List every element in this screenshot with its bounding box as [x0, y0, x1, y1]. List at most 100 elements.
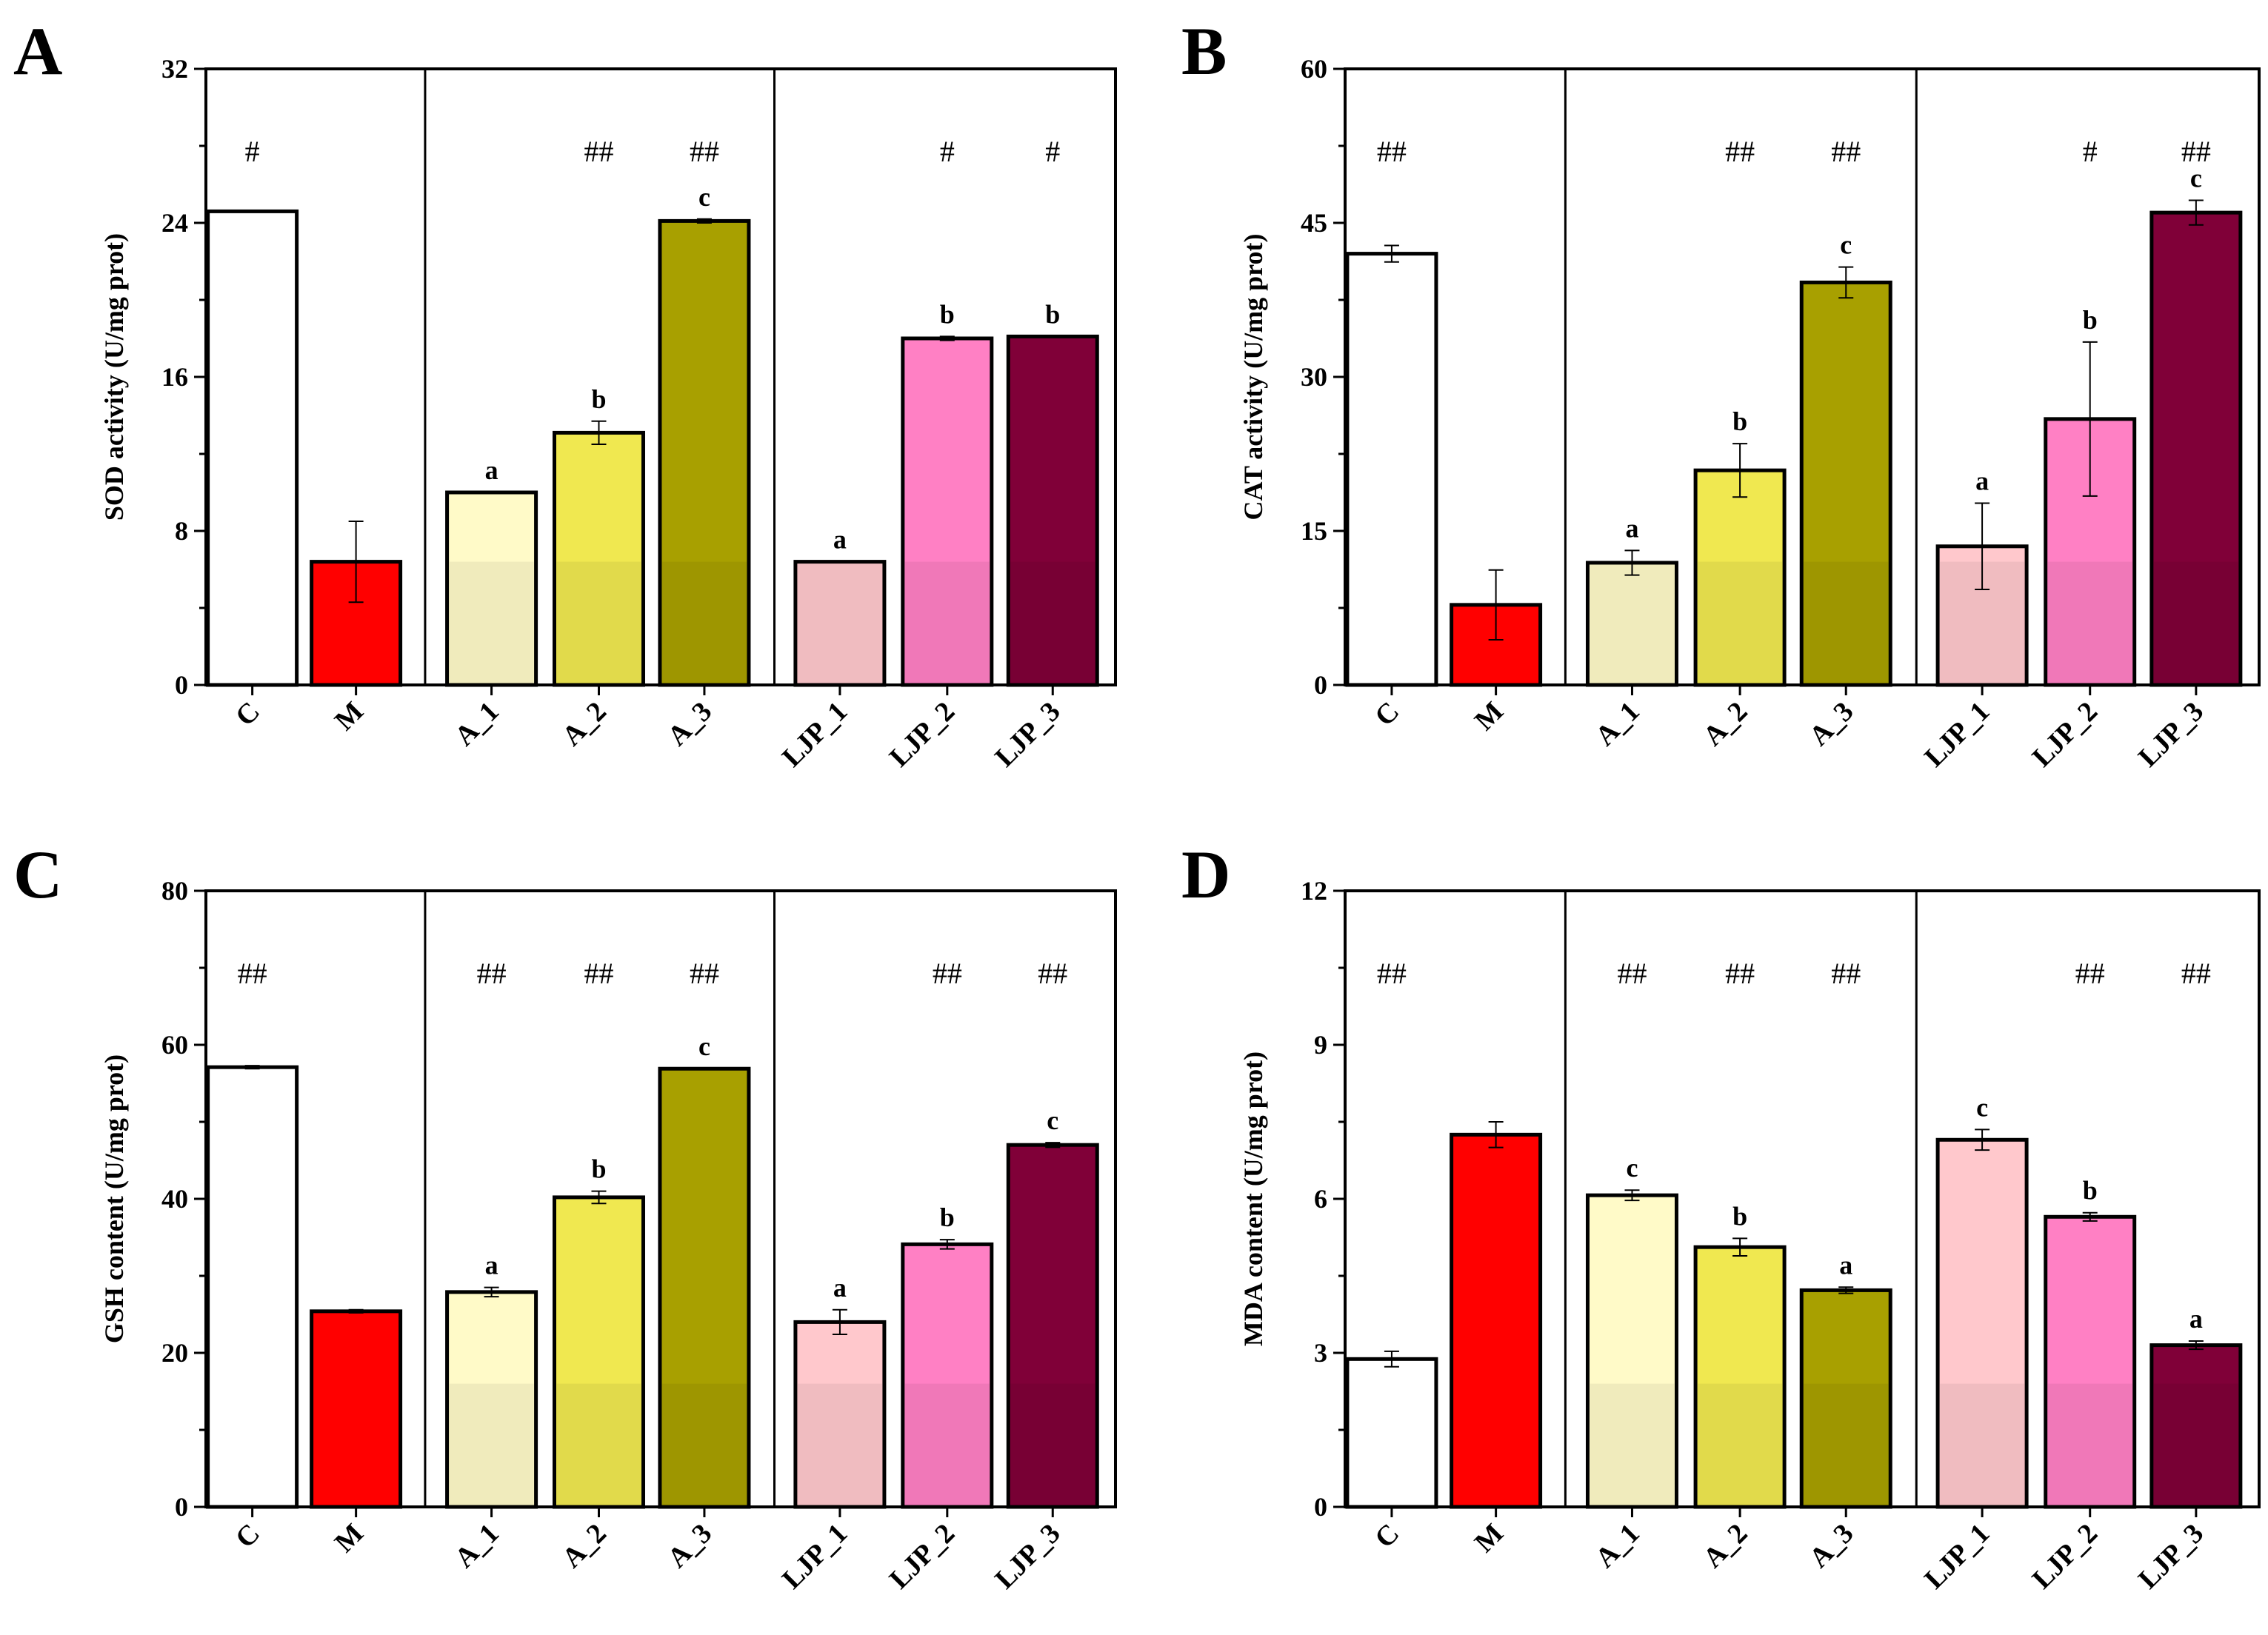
x-tick-label-m: M — [1469, 1518, 1510, 1559]
bar-shade-ljp-3 — [1010, 1383, 1095, 1505]
bar-ljp-3 — [1006, 1143, 1099, 1509]
sig-letter-a-1: a — [485, 1251, 498, 1280]
bar-shade-ljp-2 — [904, 1383, 990, 1505]
sig-letter-ljp-2: b — [2083, 305, 2098, 335]
bar-ljp-1 — [1935, 1137, 2029, 1509]
y-tick-label-0: 0 — [175, 670, 188, 700]
bar-a-3 — [658, 218, 751, 687]
y-tick-label-0: 0 — [1314, 1492, 1327, 1522]
hash-marker-ljp-3: # — [1045, 135, 1060, 168]
x-tick-label-ljp-3: LJP_3 — [2132, 696, 2209, 773]
panel-label: A — [13, 13, 62, 89]
panel-label: B — [1181, 13, 1227, 89]
bar-c — [1345, 1357, 1438, 1509]
y-axis-title: SOD activity (U/mg prot) — [99, 233, 129, 521]
x-tick-label-ljp-3: LJP_3 — [989, 1518, 1066, 1595]
hash-marker-ljp-3: ## — [2181, 957, 2211, 990]
bar-m — [1450, 1132, 1543, 1509]
hash-marker-a-3: ## — [690, 135, 719, 168]
hash-marker-a-3: ## — [1831, 957, 1861, 990]
panel-label: D — [1181, 837, 1230, 912]
panel-label: C — [13, 837, 62, 912]
sig-letter-ljp-2: b — [940, 1203, 955, 1232]
bar-m — [310, 1309, 403, 1509]
sig-letter-a-2: b — [591, 1154, 606, 1184]
bar-ljp-1 — [793, 560, 887, 687]
sig-letter-a-1: a — [485, 455, 498, 485]
hash-marker-a-3: ## — [1831, 135, 1861, 168]
sig-letter-a-2: b — [591, 384, 606, 414]
bar-shade-ljp-3 — [1010, 561, 1095, 683]
plot-frame — [204, 889, 1117, 1508]
bar-ljp-2 — [2044, 1214, 2137, 1509]
bar-a-3 — [1799, 1288, 1892, 1509]
y-tick-label-16: 16 — [161, 362, 188, 392]
bar-c — [206, 209, 299, 687]
x-tick-label-a-2: A_2 — [556, 696, 613, 752]
hash-marker-ljp-2: ## — [933, 957, 962, 990]
x-tick-label-ljp-3: LJP_3 — [2132, 1518, 2209, 1595]
sig-letter-ljp-1: a — [1975, 467, 1989, 496]
sig-letter-a-3: a — [1839, 1250, 1852, 1280]
bar-a-1 — [1585, 1193, 1678, 1509]
sig-letter-ljp-3: b — [1045, 299, 1060, 329]
x-tick-label-m: M — [329, 1518, 370, 1559]
hash-marker-ljp-2: # — [940, 135, 955, 168]
bar-shade-a-3 — [661, 561, 747, 683]
sig-letter-a-2: b — [1732, 1201, 1747, 1231]
y-axis-title: GSH content (U/mg prot) — [99, 1054, 129, 1343]
x-tick-label-a-1: A_1 — [1590, 1518, 1646, 1574]
bar-ljp-1 — [793, 1320, 887, 1509]
x-tick-label-a-3: A_3 — [1804, 696, 1860, 752]
hash-marker-ljp-2: ## — [2075, 957, 2105, 990]
hash-marker-ljp-3: ## — [2181, 135, 2211, 168]
sig-letter-ljp-3: c — [1047, 1106, 1058, 1135]
y-tick-label-32: 32 — [161, 54, 188, 84]
hash-marker-c: # — [245, 135, 260, 168]
x-tick-label-c: C — [1369, 696, 1405, 732]
y-tick-label-60: 60 — [1301, 54, 1327, 84]
hash-marker-a-1: ## — [1617, 957, 1647, 990]
x-tick-label-ljp-1: LJP_1 — [1918, 696, 1995, 773]
x-tick-label-ljp-2: LJP_2 — [2027, 696, 2104, 773]
x-tick-label-ljp-2: LJP_2 — [884, 696, 961, 773]
hash-marker-a-2: ## — [1725, 135, 1755, 168]
sig-letter-ljp-1: a — [833, 1273, 847, 1303]
bar-ljp-3 — [2149, 1343, 2243, 1509]
x-tick-label-c: C — [230, 696, 266, 732]
x-tick-label-a-2: A_2 — [556, 1518, 613, 1574]
hash-marker-c: ## — [1377, 135, 1407, 168]
hash-marker-a-1: ## — [477, 957, 507, 990]
x-tick-label-ljp-2: LJP_2 — [884, 1518, 961, 1595]
y-axis-title: CAT activity (U/mg prot) — [1238, 234, 1268, 521]
hash-marker-ljp-2: # — [2083, 135, 2098, 168]
x-tick-label-a-3: A_3 — [661, 696, 718, 752]
x-tick-label-ljp-2: LJP_2 — [2027, 1518, 2104, 1595]
bar-shade-ljp-2 — [2047, 1383, 2132, 1505]
sig-letter-ljp-1: a — [833, 525, 847, 555]
bar-shade-a-3 — [1804, 1383, 1889, 1505]
sig-letter-a-2: b — [1732, 407, 1747, 436]
hash-marker-c: ## — [1377, 957, 1407, 990]
bar-shade-a-2 — [556, 561, 641, 683]
x-tick-label-c: C — [230, 1518, 266, 1554]
bar-shade-a-2 — [1698, 1383, 1783, 1505]
sig-letter-ljp-1: c — [1976, 1092, 1988, 1122]
x-tick-label-ljp-3: LJP_3 — [989, 696, 1066, 773]
bar-shade-a-1 — [449, 1383, 534, 1505]
y-tick-label-60: 60 — [161, 1030, 188, 1060]
y-tick-label-30: 30 — [1301, 362, 1327, 392]
bar-shade-ljp-1 — [797, 564, 882, 683]
sig-letter-a-1: a — [1625, 513, 1638, 543]
bar-a-2 — [552, 430, 645, 687]
hash-marker-ljp-3: ## — [1038, 957, 1067, 990]
x-tick-label-ljp-1: LJP_1 — [776, 696, 853, 773]
y-tick-label-0: 0 — [175, 1492, 188, 1522]
x-tick-label-a-2: A_2 — [1697, 696, 1753, 752]
y-tick-label-8: 8 — [175, 516, 188, 546]
y-tick-label-40: 40 — [161, 1184, 188, 1214]
hash-marker-a-2: ## — [584, 135, 613, 168]
y-tick-label-24: 24 — [161, 208, 188, 238]
y-tick-label-3: 3 — [1314, 1338, 1327, 1368]
